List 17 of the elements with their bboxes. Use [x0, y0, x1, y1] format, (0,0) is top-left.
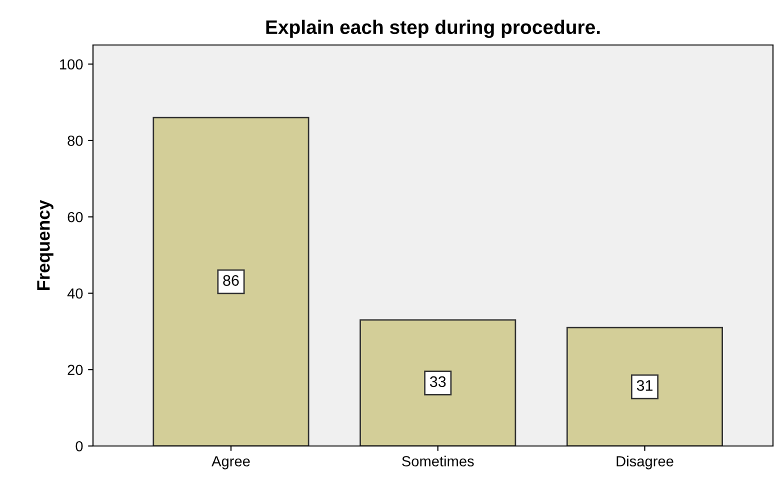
data-label: 86	[223, 275, 239, 286]
bar	[152, 116, 310, 446]
chart-title: Explain each step during procedure.	[266, 20, 600, 38]
data-label: 33	[430, 376, 446, 388]
y-tick-label: 0	[76, 441, 83, 452]
y-tick-label: 80	[68, 136, 83, 146]
y-axis-title: Frequency	[37, 200, 54, 290]
bar	[566, 326, 724, 446]
y-tick-label: 100	[60, 59, 83, 70]
x-tick-label: Sometimes	[402, 456, 474, 466]
data-label: 31	[636, 380, 652, 391]
y-tick-label: 20	[68, 364, 83, 376]
bar	[360, 319, 516, 446]
x-tick-label: Agree	[212, 456, 250, 470]
y-tick-label: 40	[67, 288, 83, 299]
x-tick-label: Disagree	[616, 456, 674, 470]
y-tick-label: 60	[68, 212, 83, 222]
